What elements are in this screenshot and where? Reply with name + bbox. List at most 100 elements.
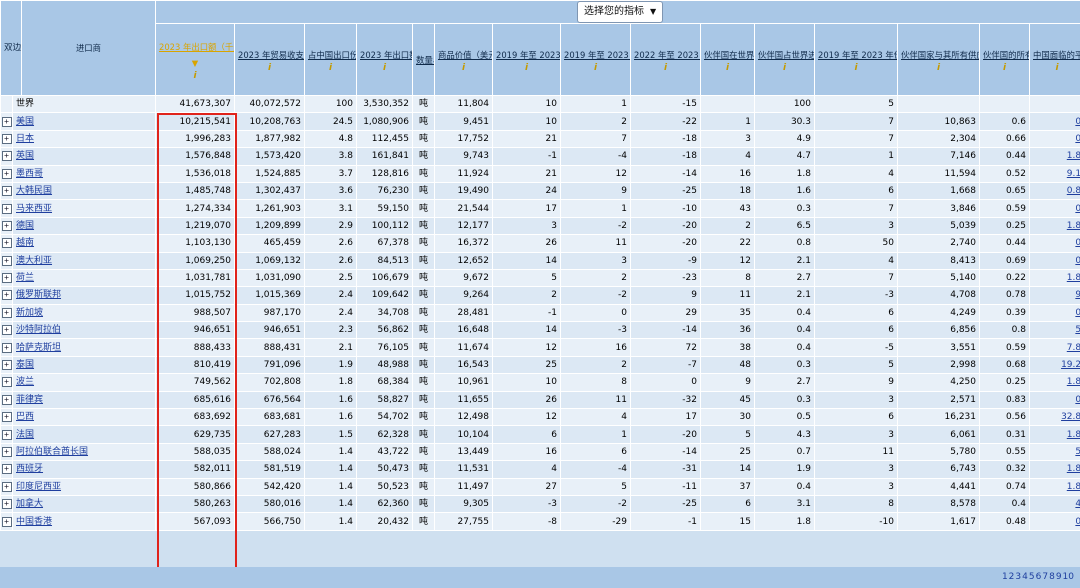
tariff-link[interactable]: 1.8 [1066, 273, 1080, 284]
pager-link[interactable]: 2 [1008, 572, 1015, 582]
pager-link[interactable]: 3 [1015, 572, 1022, 582]
importer-link[interactable]: 加拿大 [16, 499, 44, 510]
info-icon[interactable]: i [461, 62, 466, 73]
importer-link[interactable]: 阿拉伯联合酋长国 [16, 447, 89, 457]
importer-link[interactable]: 越南 [16, 238, 35, 249]
expand-plus-icon[interactable]: + [1, 499, 12, 510]
pager-link[interactable]: 8 [1049, 572, 1055, 582]
expand-plus-icon[interactable]: + [1, 220, 12, 231]
info-icon[interactable]: i [193, 70, 197, 81]
expand-plus-icon[interactable]: + [1, 394, 12, 405]
expand-plus-icon[interactable]: + [1, 429, 12, 440]
pager-link[interactable]: 6 [1035, 572, 1042, 582]
importer-link[interactable]: 中国香港 [16, 516, 53, 527]
tariff-link[interactable]: 19.2 [1061, 360, 1080, 371]
expand-plus-icon[interactable]: + [1, 186, 12, 197]
expand-plus-icon[interactable]: + [1, 307, 12, 318]
col-header-export-value[interactable]: 2023 年出口额（千美元） ▼ i [155, 23, 235, 96]
importer-link[interactable]: 荷兰 [16, 273, 35, 284]
expand-plus-icon[interactable]: + [1, 255, 12, 266]
expand-plus-icon[interactable]: + [1, 516, 12, 527]
info-icon[interactable]: i [936, 62, 941, 73]
expand-plus-icon[interactable]: + [1, 481, 12, 492]
importer-link[interactable]: 波兰 [16, 377, 35, 388]
col-header-tariff[interactable]: 中国面临的平均关税（估计值）（%） i [1028, 23, 1080, 96]
info-icon[interactable]: i [725, 62, 730, 73]
importer-link[interactable]: 日本 [16, 133, 35, 144]
importer-link[interactable]: 英国 [16, 151, 35, 162]
info-icon[interactable]: i [382, 62, 387, 73]
tariff-link[interactable]: 0 [1075, 308, 1080, 318]
importer-link[interactable]: 菲律宾 [16, 394, 44, 405]
tariff-link[interactable]: 32.8 [1061, 412, 1080, 423]
expand-plus-icon[interactable]: + [1, 116, 12, 127]
importer-link[interactable]: 墨西哥 [16, 168, 44, 179]
expand-plus-icon[interactable]: + [1, 412, 12, 423]
pager-link[interactable]: 4 [1022, 572, 1028, 582]
tariff-link[interactable]: 0 [1075, 517, 1080, 527]
info-icon[interactable]: i [782, 62, 787, 73]
expand-plus-icon[interactable]: + [1, 325, 12, 336]
info-icon[interactable]: i [854, 62, 858, 73]
expand-plus-icon[interactable]: + [1, 151, 12, 162]
tariff-link[interactable]: 1.8 [1066, 377, 1080, 388]
info-icon[interactable]: i [1055, 62, 1059, 73]
expand-plus-icon[interactable]: + [1, 133, 12, 144]
tariff-link[interactable]: 5 [1075, 447, 1080, 457]
importer-link[interactable]: 美国 [16, 116, 35, 127]
expand-plus-icon[interactable]: + [1, 447, 12, 457]
info-icon[interactable]: i [267, 62, 272, 73]
expand-plus-icon[interactable]: + [1, 360, 12, 371]
importer-link[interactable]: 大韩民国 [16, 186, 53, 197]
importer-link[interactable]: 俄罗斯联邦 [16, 290, 62, 301]
tariff-link[interactable]: 1.8 [1066, 151, 1080, 162]
expand-plus-icon[interactable]: + [1, 168, 12, 179]
col-header-partner-share[interactable]: 伙伴国占世界进口份额（%） i [754, 23, 815, 96]
tariff-link[interactable]: 9 [1075, 290, 1080, 300]
info-icon[interactable]: i [1002, 62, 1007, 73]
tariff-link[interactable]: 1.8 [1066, 464, 1080, 475]
expand-plus-icon[interactable]: + [1, 273, 12, 284]
tariff-link[interactable]: 0 [1075, 256, 1080, 266]
importer-link[interactable]: 印度尼西亚 [16, 481, 62, 492]
col-header-trade-balance[interactable]: 2023 年贸易收支（千美元） i [234, 23, 305, 96]
col-header-partner-rank[interactable]: 伙伴国在世界进口中的排名 i [700, 23, 755, 96]
col-header-quantity[interactable]: 2023 年出口数量 i [356, 23, 413, 96]
info-icon[interactable]: i [328, 62, 333, 73]
expand-plus-icon[interactable]: + [1, 377, 12, 388]
pager-link[interactable]: 1 [1001, 572, 1008, 582]
tariff-link[interactable]: 7.8 [1066, 342, 1080, 353]
pager-link[interactable]: 10 [1062, 572, 1074, 582]
expand-plus-icon[interactable]: + [1, 342, 12, 353]
info-icon[interactable]: i [593, 62, 598, 73]
importer-link[interactable]: 澳大利亚 [16, 255, 53, 266]
col-header-partner-growth[interactable]: 2019 年至 2023 年伙伴国进口总额增长（% p.a.） i [814, 23, 898, 96]
pager-link[interactable]: 9 [1055, 572, 1062, 582]
importer-link[interactable]: 泰国 [16, 360, 35, 371]
col-header-growth-2223[interactable]: 2022 年至 2023 年出口额增长（% p.a.） i [630, 23, 701, 96]
col-header-unit[interactable]: 数量单位 [412, 23, 435, 96]
importer-link[interactable]: 法国 [16, 429, 35, 440]
col-header-growth-value[interactable]: 2019 年至 2023 年期间出口额增长（% p.a.） i [492, 23, 561, 96]
tariff-link[interactable]: 0 [1075, 395, 1080, 405]
tariff-link[interactable]: 1.8 [1066, 429, 1080, 440]
importer-link[interactable]: 沙特阿拉伯 [16, 325, 62, 336]
tariff-link[interactable]: 0 [1075, 134, 1080, 144]
tariff-link[interactable]: 5 [1075, 325, 1080, 335]
tariff-link[interactable]: 0 [1075, 238, 1080, 248]
col-header-growth-qty[interactable]: 2019 年至 2023 年出口量增长（% p.a.） i [560, 23, 631, 96]
importer-link[interactable]: 新加坡 [16, 307, 44, 318]
col-header-unit-value[interactable]: 商品价值（美元/件） i [434, 23, 493, 96]
tariff-link[interactable]: 0.8 [1066, 186, 1080, 197]
expand-plus-icon[interactable]: + [1, 464, 12, 475]
col-header-distance[interactable]: 伙伴国家与其所有供应市场之间的平均距离（km） i [897, 23, 980, 96]
indicator-selector[interactable]: 选择您的指标 ▼ [576, 1, 664, 23]
expand-plus-icon[interactable]: + [1, 290, 12, 301]
expand-plus-icon[interactable]: + [1, 203, 12, 214]
info-icon[interactable]: i [663, 62, 668, 73]
importer-link[interactable]: 哈萨克斯坦 [16, 342, 62, 353]
tariff-link[interactable]: 0 [1075, 117, 1080, 127]
pager-link[interactable]: 5 [1028, 572, 1035, 582]
info-icon[interactable]: i [524, 62, 529, 73]
pager-link[interactable]: 7 [1042, 572, 1049, 582]
